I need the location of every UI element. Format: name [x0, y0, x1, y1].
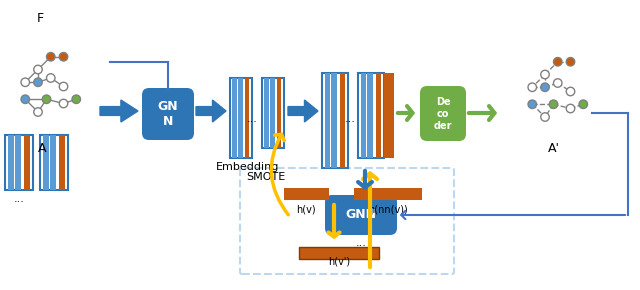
- Circle shape: [34, 78, 42, 86]
- Circle shape: [34, 108, 42, 116]
- Bar: [284, 188, 329, 200]
- FancyBboxPatch shape: [420, 86, 466, 141]
- FancyBboxPatch shape: [240, 168, 454, 274]
- Bar: [360, 73, 366, 158]
- Text: ...: ...: [344, 114, 355, 124]
- Text: h(v'): h(v'): [328, 257, 350, 267]
- Circle shape: [60, 82, 68, 91]
- Circle shape: [549, 100, 557, 108]
- Bar: [262, 78, 284, 148]
- Bar: [324, 73, 330, 168]
- Circle shape: [528, 83, 536, 92]
- Circle shape: [541, 70, 549, 79]
- Bar: [230, 78, 252, 158]
- Bar: [237, 78, 243, 158]
- Bar: [264, 78, 269, 148]
- Text: De
co
der: De co der: [434, 97, 452, 130]
- Polygon shape: [288, 100, 318, 122]
- Circle shape: [21, 78, 29, 86]
- Bar: [331, 73, 337, 168]
- Text: SMOTE: SMOTE: [246, 172, 285, 182]
- Bar: [269, 78, 275, 148]
- Circle shape: [528, 100, 536, 108]
- Bar: [24, 135, 29, 190]
- Circle shape: [21, 95, 29, 104]
- Circle shape: [541, 83, 549, 92]
- Polygon shape: [196, 100, 226, 122]
- Bar: [43, 135, 49, 190]
- Text: GNN: GNN: [346, 209, 376, 222]
- Circle shape: [60, 52, 68, 61]
- Circle shape: [554, 79, 562, 87]
- Text: h(nn(v)): h(nn(v)): [368, 204, 408, 214]
- FancyBboxPatch shape: [142, 88, 194, 140]
- Circle shape: [72, 95, 81, 104]
- Text: Embedding: Embedding: [216, 162, 280, 172]
- Circle shape: [34, 65, 42, 74]
- Circle shape: [60, 99, 68, 108]
- Text: h(v): h(v): [296, 204, 316, 214]
- Text: ...: ...: [246, 114, 257, 124]
- Circle shape: [579, 100, 588, 108]
- Bar: [376, 73, 381, 158]
- Bar: [277, 78, 282, 148]
- Circle shape: [554, 57, 562, 66]
- Bar: [367, 73, 373, 158]
- Polygon shape: [100, 100, 138, 122]
- Text: F: F: [36, 12, 44, 25]
- Circle shape: [566, 104, 575, 113]
- Bar: [322, 73, 348, 168]
- Text: ...: ...: [13, 194, 24, 204]
- Bar: [5, 135, 33, 190]
- Bar: [50, 135, 56, 190]
- Bar: [232, 78, 237, 158]
- Bar: [384, 73, 394, 158]
- Bar: [59, 135, 65, 190]
- Bar: [8, 135, 14, 190]
- Circle shape: [47, 74, 55, 82]
- Bar: [340, 73, 345, 168]
- Circle shape: [541, 113, 549, 121]
- Bar: [354, 188, 422, 200]
- Circle shape: [566, 87, 575, 96]
- Bar: [40, 135, 68, 190]
- Bar: [358, 73, 384, 158]
- Circle shape: [42, 95, 51, 104]
- Circle shape: [47, 52, 55, 61]
- Bar: [15, 135, 21, 190]
- Text: A': A': [548, 142, 560, 155]
- Text: GN
N: GN N: [157, 100, 179, 128]
- FancyBboxPatch shape: [325, 195, 397, 235]
- Circle shape: [566, 57, 575, 66]
- Bar: [245, 78, 250, 158]
- Text: A: A: [38, 142, 47, 155]
- Text: ...: ...: [356, 238, 367, 248]
- Bar: [299, 247, 379, 259]
